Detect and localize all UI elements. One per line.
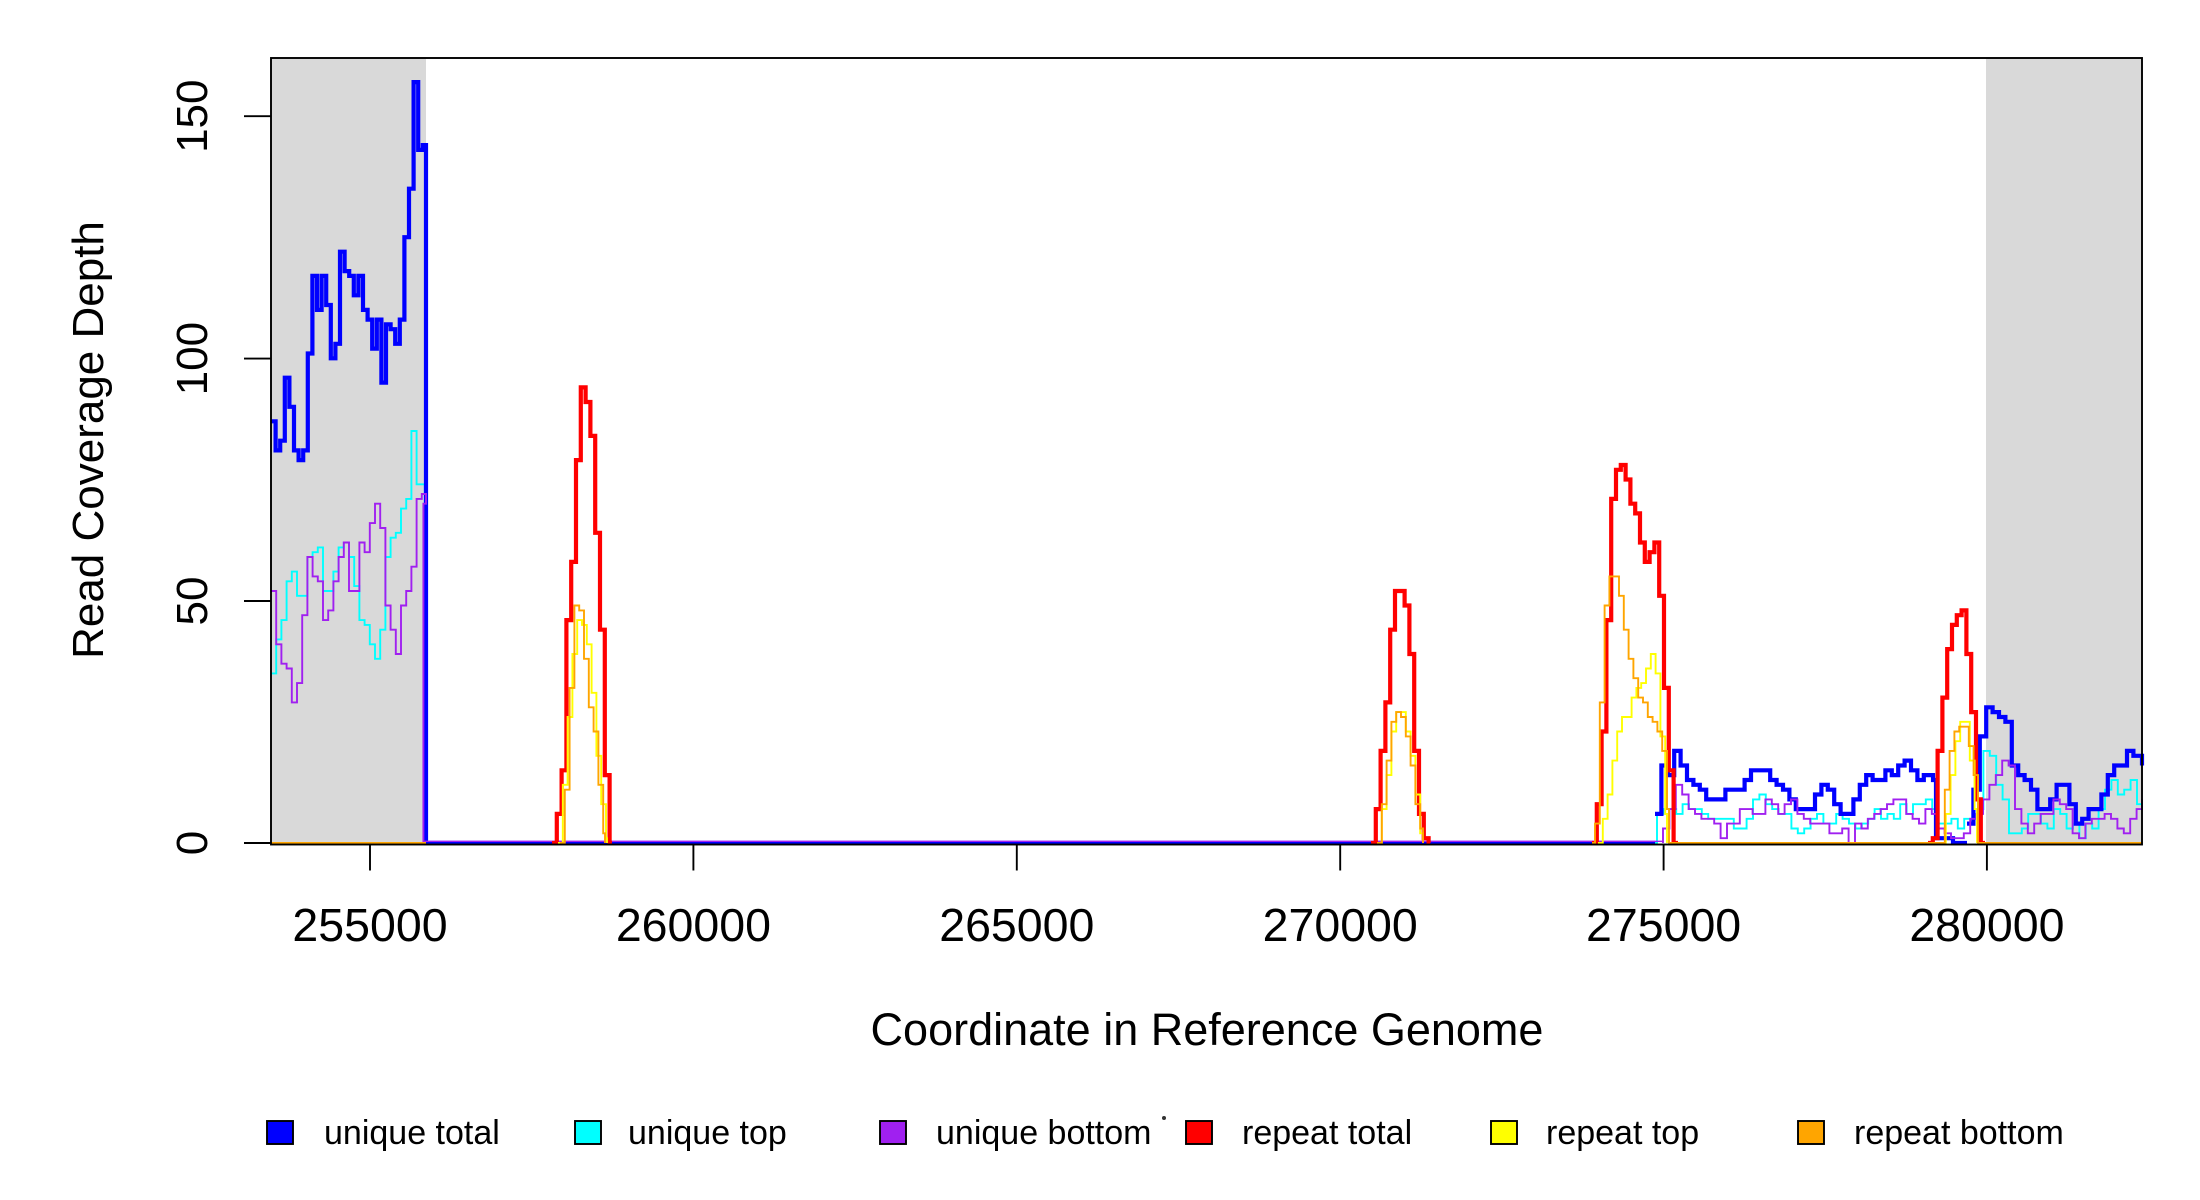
svg-text:260000: 260000 <box>616 899 771 951</box>
svg-text:270000: 270000 <box>1263 899 1418 951</box>
svg-text:100: 100 <box>168 322 217 395</box>
svg-text:repeat bottom: repeat bottom <box>1854 1114 2064 1152</box>
svg-text:265000: 265000 <box>939 899 1094 951</box>
svg-text:50: 50 <box>168 577 217 626</box>
svg-text:280000: 280000 <box>1909 899 2064 951</box>
svg-text:Coordinate in Reference Genome: Coordinate in Reference Genome <box>871 1004 1544 1055</box>
svg-text:275000: 275000 <box>1586 899 1741 951</box>
svg-text:0: 0 <box>168 831 217 855</box>
svg-text:unique bottom: unique bottom <box>936 1114 1152 1152</box>
svg-text:unique total: unique total <box>324 1114 500 1152</box>
svg-text:Read Coverage Depth: Read Coverage Depth <box>64 221 113 659</box>
svg-text:255000: 255000 <box>292 899 447 951</box>
svg-text:unique top: unique top <box>628 1114 787 1152</box>
svg-text:repeat total: repeat total <box>1242 1114 1412 1152</box>
svg-text:repeat top: repeat top <box>1546 1114 1699 1152</box>
svg-text:150: 150 <box>168 79 217 152</box>
